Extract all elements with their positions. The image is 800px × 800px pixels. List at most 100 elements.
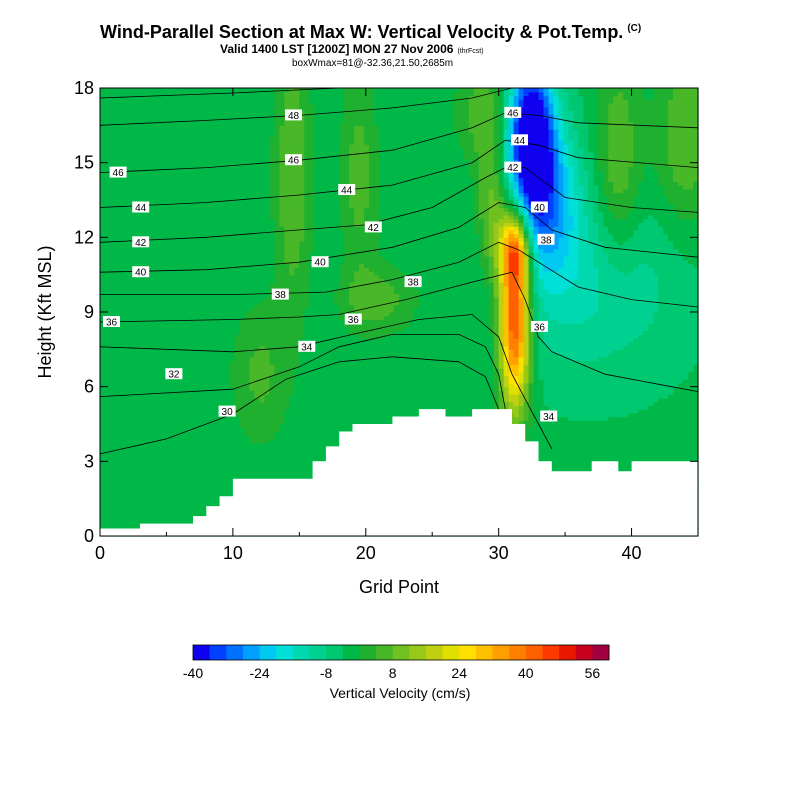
field-cell	[139, 375, 146, 380]
field-cell	[199, 397, 206, 403]
field-cell	[159, 144, 166, 149]
field-cell	[249, 397, 256, 403]
field-cell	[169, 88, 176, 93]
field-cell	[224, 315, 231, 321]
field-cell	[104, 274, 111, 279]
field-cell	[204, 136, 211, 141]
field-cell	[154, 136, 161, 141]
field-cell	[254, 140, 261, 145]
field-cell	[204, 222, 211, 227]
field-cell	[269, 360, 276, 365]
field-cell	[189, 129, 196, 134]
field-cell	[124, 185, 131, 190]
field-cell	[214, 237, 221, 242]
field-cell	[259, 326, 266, 332]
field-cell	[164, 140, 171, 145]
field-cell	[119, 394, 126, 399]
field-cell	[159, 330, 166, 335]
field-cell	[224, 457, 231, 462]
field-cell	[264, 345, 271, 350]
field-cell	[294, 438, 300, 444]
field-cell	[109, 237, 116, 242]
field-cell	[184, 158, 191, 164]
field-cell	[184, 170, 191, 175]
field-cell	[119, 524, 126, 530]
field-cell	[179, 382, 186, 388]
field-cell	[204, 397, 211, 403]
field-cell	[284, 207, 290, 212]
field-cell	[109, 151, 116, 156]
field-cell	[229, 431, 236, 436]
field-cell	[184, 147, 191, 153]
field-cell	[119, 99, 126, 104]
field-cell	[139, 147, 146, 153]
field-cell	[139, 412, 146, 418]
field-cell	[294, 379, 300, 384]
field-cell	[129, 341, 136, 347]
field-cell	[100, 121, 106, 126]
field-cell	[149, 446, 156, 451]
field-cell	[179, 461, 186, 466]
field-cell	[294, 330, 300, 335]
field-cell	[254, 88, 261, 93]
field-cell	[279, 409, 285, 414]
field-cell	[169, 270, 176, 276]
field-cell	[114, 438, 121, 444]
field-cell	[169, 151, 176, 156]
field-cell	[169, 263, 176, 268]
field-cell	[284, 270, 290, 276]
field-cell	[194, 263, 201, 268]
field-cell	[154, 252, 161, 257]
field-cell	[214, 326, 221, 332]
field-cell	[284, 364, 290, 369]
field-cell	[189, 498, 196, 503]
field-cell	[124, 472, 131, 477]
field-cell	[100, 375, 106, 380]
field-cell	[234, 106, 241, 111]
field-cell	[249, 226, 256, 231]
field-cell	[149, 196, 156, 201]
field-cell	[214, 285, 221, 291]
field-cell	[149, 140, 156, 145]
field-cell	[249, 375, 256, 380]
field-cell	[229, 170, 236, 175]
field-cell	[244, 151, 251, 156]
field-cell	[264, 147, 271, 153]
field-cell	[184, 256, 191, 261]
field-cell	[159, 446, 166, 451]
field-cell	[199, 274, 206, 279]
field-cell	[204, 371, 211, 377]
field-cell	[254, 435, 261, 440]
field-cell	[274, 375, 280, 380]
field-cell	[214, 110, 221, 115]
field-cell	[189, 214, 196, 220]
field-cell	[234, 330, 241, 335]
field-cell	[274, 468, 280, 474]
field-cell	[189, 427, 196, 433]
field-cell	[109, 181, 116, 186]
field-cell	[174, 312, 181, 317]
field-cell	[274, 304, 280, 309]
field-cell	[189, 487, 196, 492]
field-cell	[254, 207, 261, 212]
field-cell	[289, 151, 295, 156]
field-cell	[264, 442, 271, 447]
field-cell	[224, 476, 231, 481]
field-cell	[219, 289, 226, 294]
field-cell	[129, 140, 136, 145]
field-cell	[134, 278, 141, 283]
field-cell	[159, 256, 166, 261]
field-cell	[174, 244, 181, 250]
field-cell	[269, 461, 276, 466]
field-cell	[254, 285, 261, 291]
field-cell	[109, 465, 116, 470]
field-cell	[149, 330, 156, 335]
field-cell	[199, 334, 206, 339]
field-cell	[124, 140, 131, 145]
field-cell	[104, 491, 111, 496]
field-cell	[199, 304, 206, 309]
field-cell	[159, 185, 166, 190]
field-cell	[169, 491, 176, 496]
field-cell	[249, 289, 256, 294]
field-cell	[109, 162, 116, 167]
